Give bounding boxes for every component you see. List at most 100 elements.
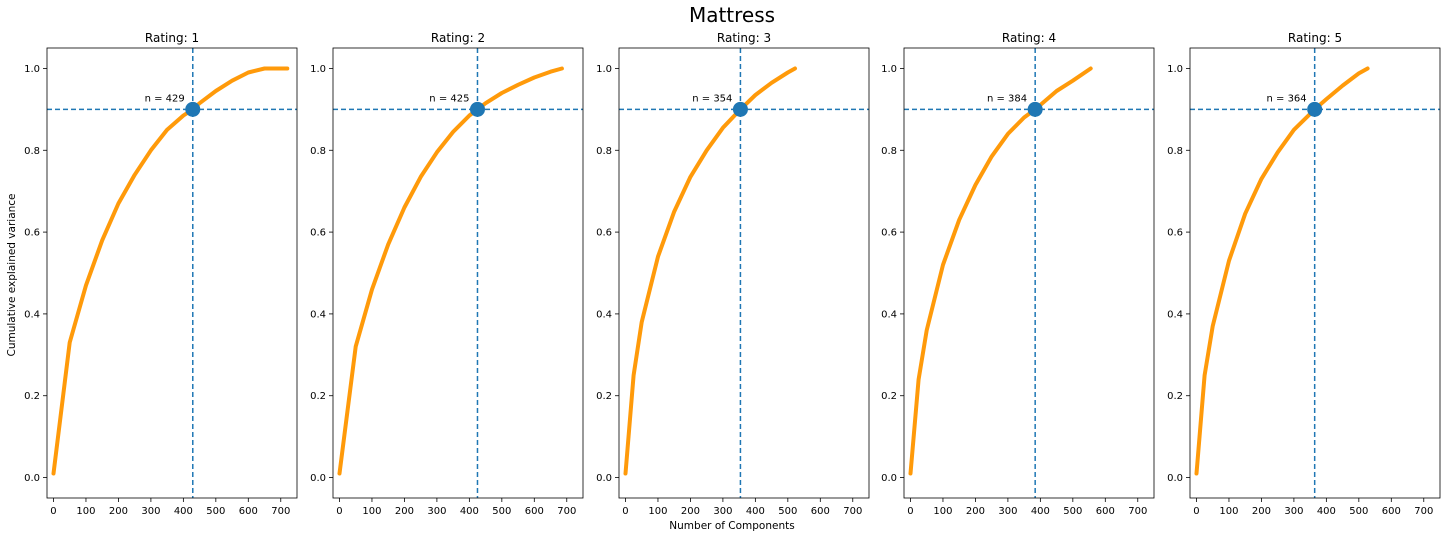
x-tick-label: 500: [206, 506, 225, 517]
variance-curve: [51, 66, 290, 476]
axes-frame: [618, 47, 870, 499]
axes-frame: [1189, 47, 1441, 499]
y-tick-label: 1.0: [1167, 64, 1183, 75]
n-components-annotation: n = 425: [429, 93, 469, 104]
subplot-title: Rating: 1: [145, 31, 199, 45]
y-tick-label: 0.6: [1167, 228, 1183, 239]
subplot-title: Rating: 5: [1288, 31, 1342, 45]
subplot-5: Rating: 5 0 100 200 300 400 500 600 700 0.0 0.2 0.4…: [1167, 31, 1441, 517]
x-tick-label: 0: [336, 506, 342, 517]
y-tick-label: 0.8: [596, 146, 612, 157]
y-tick-label: 0.0: [881, 473, 897, 484]
subplot-title: Rating: 4: [1002, 31, 1056, 45]
y-tick-label: 0.8: [881, 146, 897, 157]
x-tick-label: 200: [966, 506, 985, 517]
x-tick-label: 700: [271, 506, 290, 517]
y-tick-label: 0.8: [1167, 146, 1183, 157]
x-tick-label: 400: [746, 506, 765, 517]
n-components-annotation: n = 429: [145, 93, 185, 104]
y-tick-label: 1.0: [24, 64, 40, 75]
x-tick-label: 600: [1096, 506, 1115, 517]
y-tick-label: 1.0: [596, 64, 612, 75]
y-tick-label: 0.4: [881, 309, 897, 320]
x-tick-label: 600: [239, 506, 258, 517]
threshold-marker: [469, 101, 485, 117]
x-tick-label: 0: [1193, 506, 1199, 517]
y-tick-label: 0.0: [310, 473, 326, 484]
x-tick-label: 600: [1382, 506, 1401, 517]
x-tick-label: 400: [1317, 506, 1336, 517]
y-tick-label: 0.4: [1167, 309, 1183, 320]
x-tick-label: 200: [109, 506, 128, 517]
x-tick-label: 500: [492, 506, 511, 517]
subplot-1: Rating: 1 0 100 200 300 400 500 600 700 0.0 0.2 0.4…: [24, 31, 298, 517]
subplot-2: Rating: 2 0 100 200 300 400 500 600 700 0.0 0.2 0.4…: [310, 31, 584, 517]
x-tick-label: 100: [1219, 506, 1238, 517]
y-tick-label: 0.4: [310, 309, 326, 320]
x-tick-label: 700: [557, 506, 576, 517]
y-tick-label: 0.4: [24, 309, 40, 320]
x-tick-label: 400: [1031, 506, 1050, 517]
axes-frame: [46, 47, 298, 499]
n-components-annotation: n = 354: [692, 93, 732, 104]
y-tick-label: 0.8: [310, 146, 326, 157]
x-tick-label: 200: [1252, 506, 1271, 517]
y-tick-label: 0.0: [1167, 473, 1183, 484]
y-tick-label: 1.0: [310, 64, 326, 75]
x-tick-label: 100: [76, 506, 95, 517]
subplot-3: Rating: 3 0 100 200 300 400 500 600 700 0.0 0.2 0.4…: [596, 31, 870, 517]
x-tick-label: 200: [681, 506, 700, 517]
x-tick-label: 700: [1128, 506, 1147, 517]
y-tick-label: 0.6: [596, 228, 612, 239]
x-tick-label: 0: [50, 506, 56, 517]
x-tick-label: 0: [622, 506, 628, 517]
threshold-marker: [185, 101, 201, 117]
n-components-annotation: n = 364: [1267, 93, 1307, 104]
x-tick-label: 100: [933, 506, 952, 517]
y-tick-label: 0.2: [310, 391, 326, 402]
x-tick-label: 600: [525, 506, 544, 517]
y-tick-label: 0.2: [1167, 391, 1183, 402]
x-tick-label: 600: [811, 506, 830, 517]
variance-curve: [623, 66, 797, 476]
y-tick-label: 0.0: [596, 473, 612, 484]
y-tick-label: 0.6: [24, 228, 40, 239]
x-tick-label: 700: [1414, 506, 1433, 517]
subplot-panels: Rating: 1 0 100 200 300 400 500 600 700 0.0 0.2 0.4…: [24, 31, 1441, 517]
x-axis-label: Number of Components: [669, 520, 794, 532]
x-tick-label: 500: [1349, 506, 1368, 517]
subplot-title: Rating: 2: [431, 31, 485, 45]
x-tick-label: 300: [141, 506, 160, 517]
x-tick-label: 300: [1284, 506, 1303, 517]
x-tick-label: 0: [907, 506, 913, 517]
subplot-title: Rating: 3: [717, 31, 771, 45]
y-axis-label: Cumulative explained variance: [6, 193, 18, 356]
y-tick-label: 0.0: [24, 473, 40, 484]
y-tick-label: 0.6: [881, 228, 897, 239]
x-tick-label: 100: [648, 506, 667, 517]
x-tick-label: 400: [174, 506, 193, 517]
x-tick-label: 200: [395, 506, 414, 517]
variance-curve: [1194, 66, 1370, 476]
x-tick-label: 500: [1063, 506, 1082, 517]
x-tick-label: 700: [843, 506, 862, 517]
variance-curve: [337, 66, 564, 476]
x-tick-label: 500: [778, 506, 797, 517]
threshold-marker: [1307, 101, 1323, 117]
threshold-marker: [1027, 101, 1043, 117]
y-tick-label: 1.0: [881, 64, 897, 75]
y-tick-label: 0.8: [24, 146, 40, 157]
axes-frame: [332, 47, 584, 499]
axes-frame: [903, 47, 1155, 499]
x-tick-label: 300: [427, 506, 446, 517]
y-tick-label: 0.4: [596, 309, 612, 320]
subplot-4: Rating: 4 0 100 200 300 400 500 600 700 0.0 0.2 0.4…: [881, 31, 1155, 517]
figure-title: Mattress: [689, 3, 775, 27]
x-tick-label: 300: [998, 506, 1017, 517]
x-tick-label: 300: [713, 506, 732, 517]
x-tick-label: 100: [362, 506, 381, 517]
y-tick-label: 0.2: [596, 391, 612, 402]
y-tick-label: 0.6: [310, 228, 326, 239]
